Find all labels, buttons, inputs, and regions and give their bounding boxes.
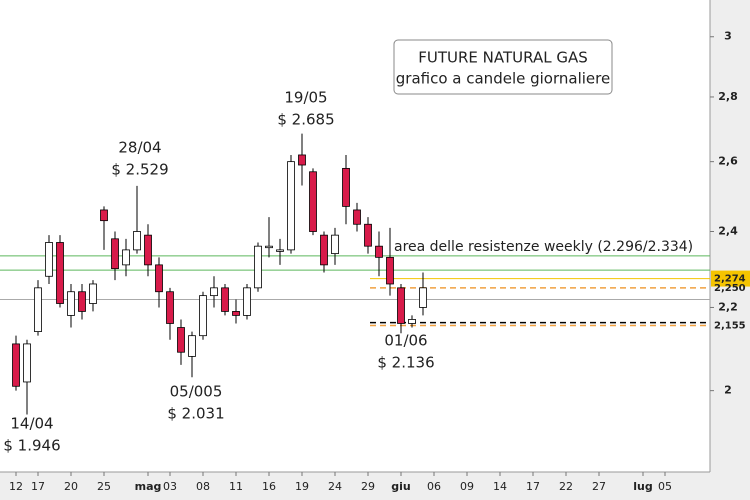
candle-body <box>122 249 130 266</box>
y-tick-label: 2,4 <box>718 225 738 238</box>
candle-body <box>188 335 196 357</box>
x-tick-label: 06 <box>427 480 441 493</box>
y-tick-label: 2,2 <box>718 300 738 313</box>
x-tick-label: 14 <box>493 480 507 493</box>
candle-body <box>210 287 218 297</box>
annotation: area delle resistenze weekly (2.296/2.33… <box>394 239 693 255</box>
candle-body <box>12 343 20 387</box>
candle-body <box>232 311 240 316</box>
annotation: 28/04 <box>118 139 161 157</box>
x-tick-label: giu <box>391 480 410 493</box>
candle-body <box>67 291 75 316</box>
x-tick-label: 16 <box>262 480 276 493</box>
candle-body <box>419 287 427 308</box>
marks <box>0 133 710 415</box>
candle-body <box>331 234 339 255</box>
candle-body <box>298 154 306 166</box>
x-tick-label: 12 <box>9 480 23 493</box>
candle-body <box>221 287 229 312</box>
candle-body <box>386 256 394 285</box>
annotation: 14/04 <box>10 415 53 433</box>
x-tick-label: mag <box>135 480 162 493</box>
level-label-box <box>711 270 750 287</box>
candle-body <box>397 287 405 324</box>
x-tick-label: 08 <box>196 480 210 493</box>
candle-body <box>199 295 207 337</box>
annotation: 05/005 <box>170 383 223 401</box>
x-tick-label: 17 <box>526 480 540 493</box>
title-box <box>393 39 613 95</box>
annotation: 19/05 <box>284 89 327 107</box>
level-label: 2,274 <box>714 274 746 285</box>
annotation: $ 1.946 <box>3 437 60 455</box>
level-label: 2,155 <box>714 320 746 331</box>
candle-body <box>309 171 317 232</box>
candle-body <box>320 234 328 266</box>
x-tick-label: 29 <box>361 480 375 493</box>
chart-title: FUTURE NATURAL GAS <box>418 49 587 67</box>
candle-body <box>78 291 86 312</box>
annotation: $ 2.529 <box>111 161 168 179</box>
y-tick-label: 3 <box>724 30 732 43</box>
x-tick-label: 17 <box>31 480 45 493</box>
candle-body <box>166 291 174 324</box>
candle-body <box>111 238 119 270</box>
x-tick-label: 11 <box>229 480 243 493</box>
x-tick-label: 19 <box>295 480 309 493</box>
annotation: $ 2.136 <box>377 354 434 372</box>
annotation: $ 2.031 <box>167 405 224 423</box>
x-tick-label: 24 <box>328 480 342 493</box>
candle-body <box>133 231 141 251</box>
candle-body <box>254 245 262 289</box>
chart-subtitle: grafico a candele giornaliere <box>396 70 610 88</box>
candle-body <box>342 167 350 207</box>
x-tick-label: 20 <box>64 480 78 493</box>
x-tick-label: 09 <box>460 480 474 493</box>
x-tick-label: 03 <box>163 480 177 493</box>
y-axis-panel <box>710 0 750 500</box>
candle-body <box>243 287 251 316</box>
annotation: 01/06 <box>384 332 427 350</box>
candle-body <box>265 245 273 249</box>
x-axis-panel <box>0 472 750 500</box>
x-tick-label: lug <box>633 480 652 493</box>
y-tick-label: 2 <box>724 384 732 397</box>
y-tick-label: 2,6 <box>718 155 738 168</box>
x-tick-label: 22 <box>559 480 573 493</box>
x-tick-label: 25 <box>97 480 111 493</box>
level-label: 2,250 <box>714 283 746 294</box>
candle-body <box>375 245 383 258</box>
candle-body <box>34 287 42 332</box>
candle-body <box>56 242 64 304</box>
candle-body <box>89 283 97 304</box>
candle-body <box>408 319 416 324</box>
candle-body <box>177 327 185 353</box>
candle-body <box>23 343 31 383</box>
x-tick-label: 05 <box>658 480 672 493</box>
candle-body <box>45 242 53 277</box>
y-tick-label: 2,8 <box>718 90 738 103</box>
candle-body <box>287 161 295 251</box>
candle-body <box>276 249 284 252</box>
candle-body <box>144 234 152 266</box>
candle-body <box>353 209 361 225</box>
candle-body <box>364 223 372 247</box>
annotation: $ 2.685 <box>277 111 334 129</box>
candle-body <box>155 264 163 293</box>
x-tick-label: 27 <box>592 480 606 493</box>
candle-body <box>100 209 108 222</box>
